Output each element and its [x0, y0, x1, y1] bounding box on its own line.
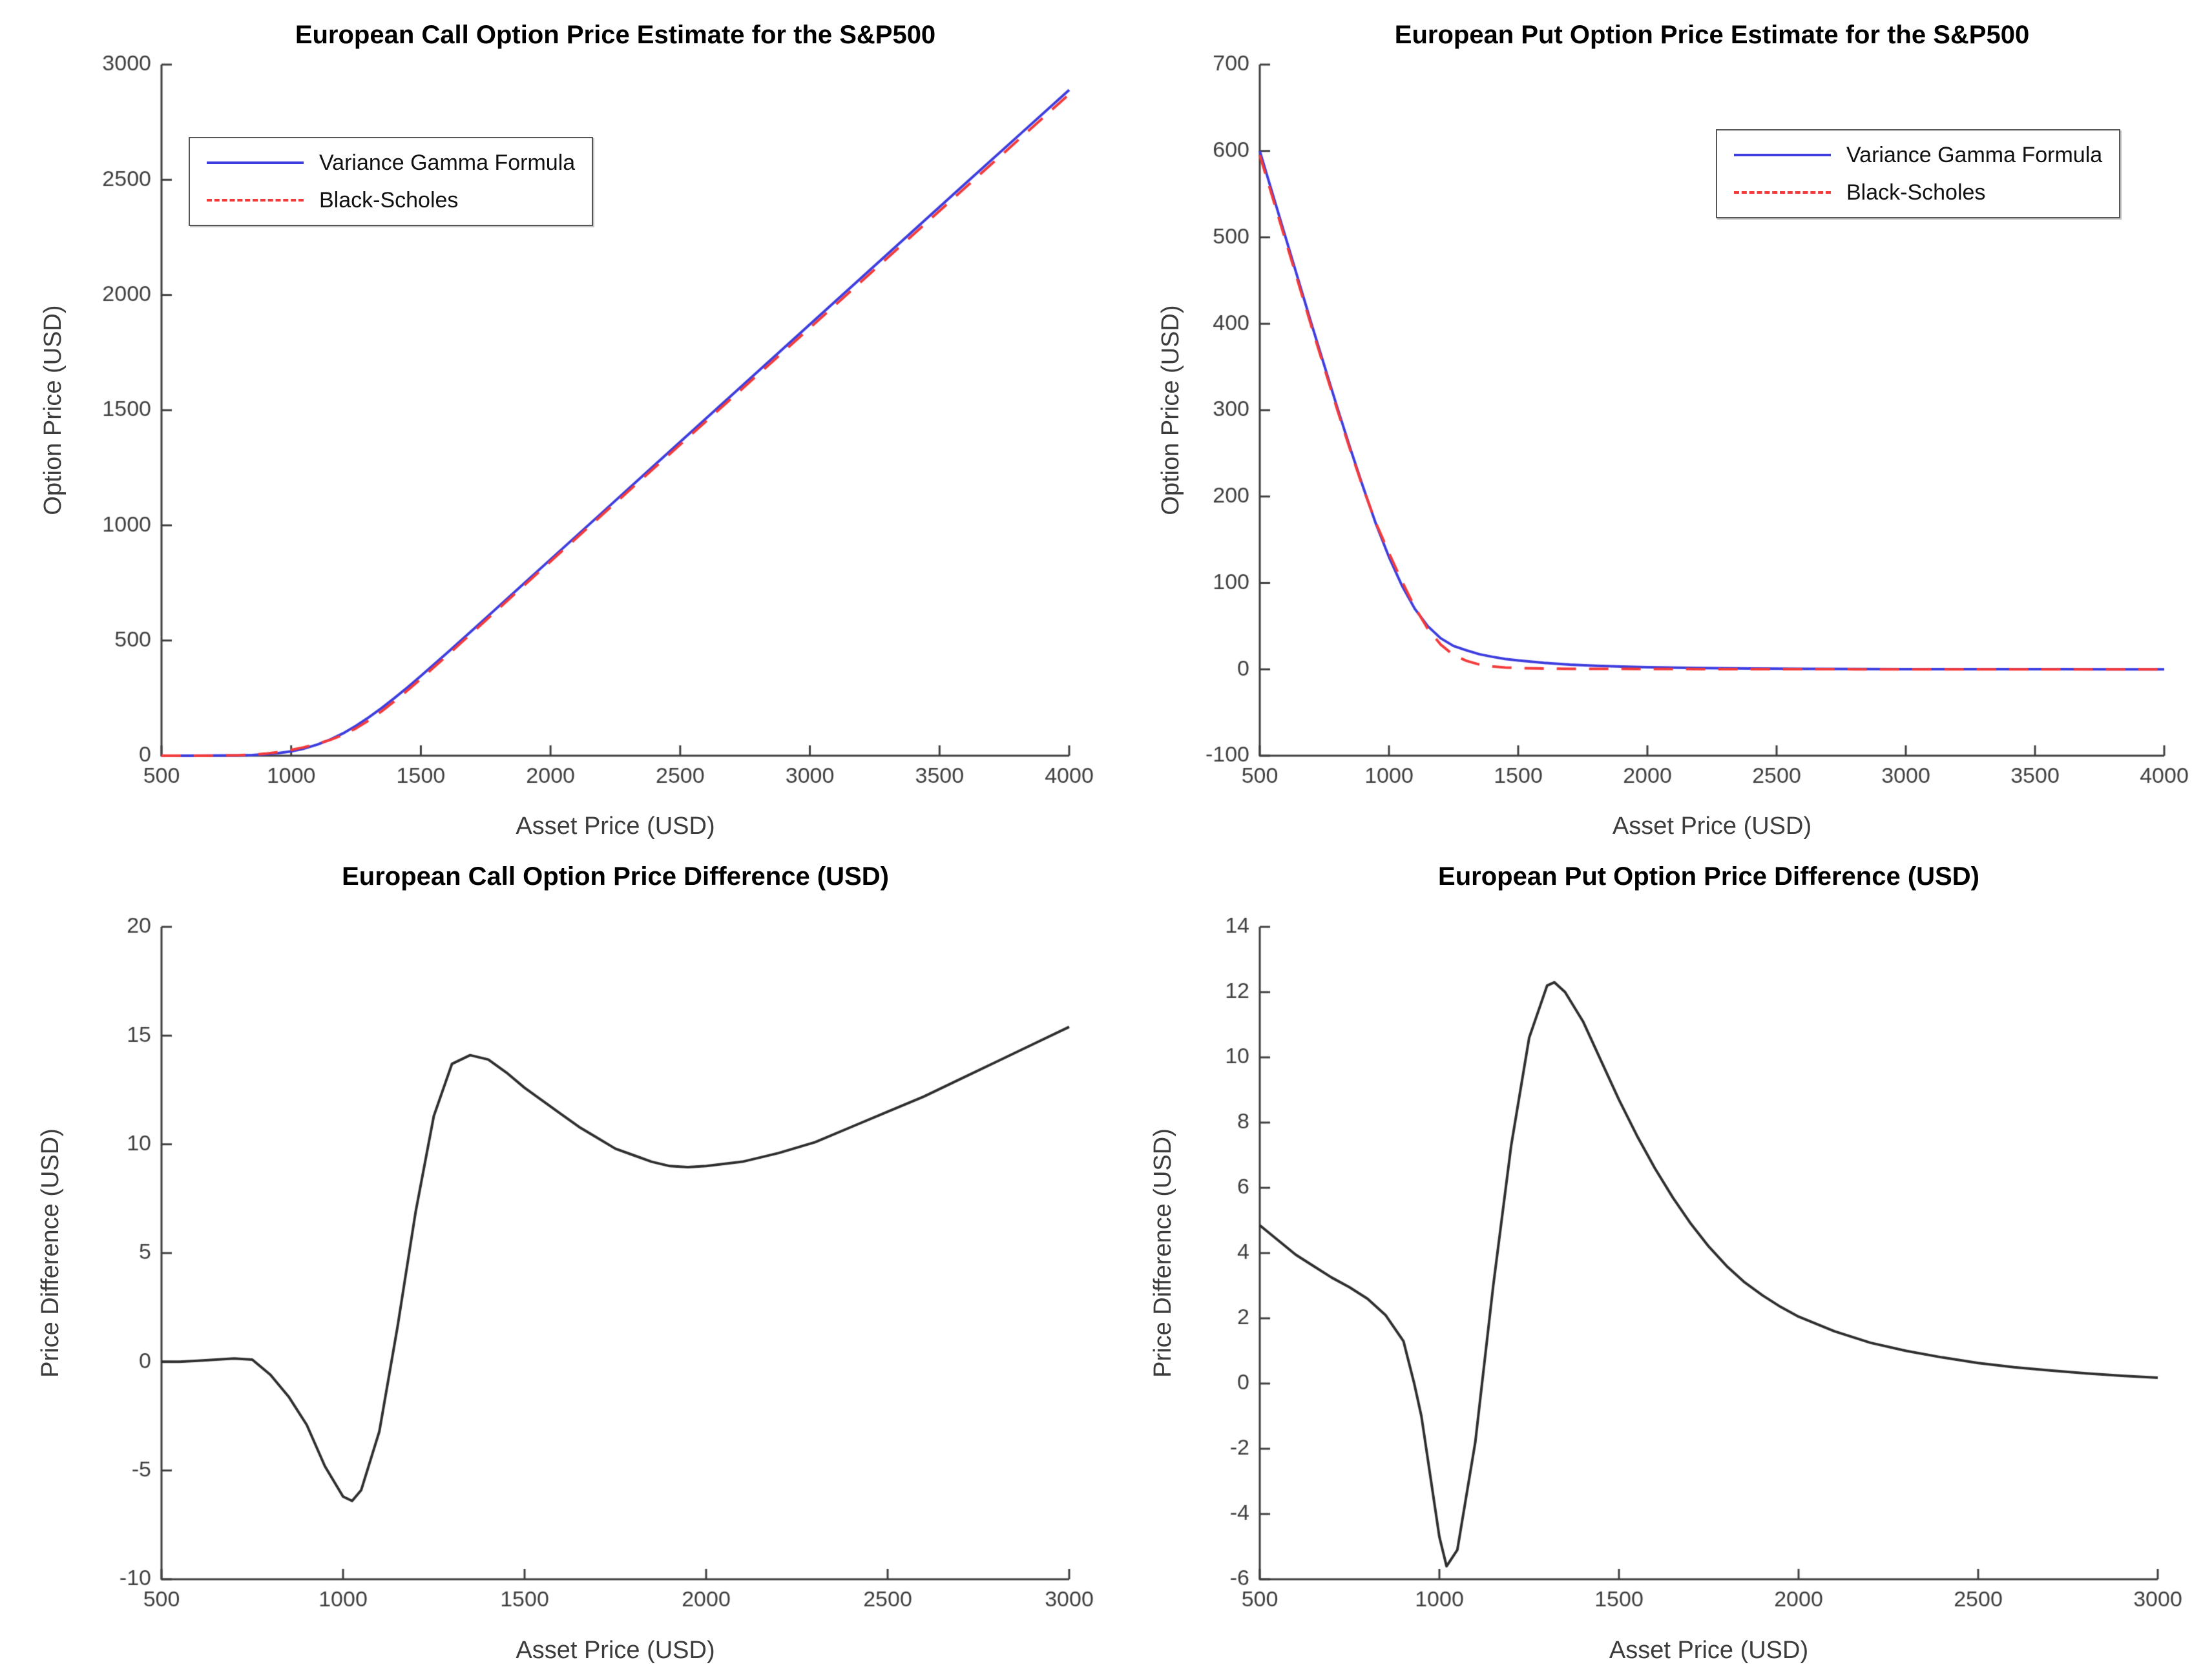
legend-call-plot: Variance Gamma Formula Black-Scholes — [189, 137, 594, 226]
x-axis-label-put-price: Asset Price (USD) — [1612, 813, 1812, 840]
plot-title-call-diff: European Call Option Price Difference (U… — [342, 862, 889, 891]
legend-label: Variance Gamma Formula — [1846, 143, 2103, 167]
legend-label: Variance Gamma Formula — [319, 150, 576, 175]
legend-item-variance-gamma: Variance Gamma Formula — [1734, 142, 2102, 168]
legend-put-plot: Variance Gamma Formula Black-Scholes — [1716, 129, 2121, 218]
legend-item-variance-gamma: Variance Gamma Formula — [207, 150, 575, 176]
x-axis-label-call-diff: Asset Price (USD) — [516, 1637, 715, 1664]
y-axis-label-put-diff: Price Difference (USD) — [1149, 1128, 1176, 1378]
y-axis-label-call-diff: Price Difference (USD) — [37, 1128, 64, 1378]
x-axis-label-call-price: Asset Price (USD) — [516, 813, 715, 840]
plot-title-put-diff: European Put Option Price Difference (US… — [1438, 862, 1979, 891]
bs-line-sample — [207, 199, 304, 202]
y-axis-label-call-price: Option Price (USD) — [39, 305, 67, 515]
vg-line-sample — [207, 161, 304, 164]
plot-title-call-price: European Call Option Price Estimate for … — [295, 21, 936, 49]
plot-title-put-price: European Put Option Price Estimate for t… — [1394, 21, 2030, 49]
vg-line-sample — [1734, 154, 1831, 156]
bs-line-sample — [1734, 191, 1831, 194]
legend-label: Black-Scholes — [1846, 180, 1986, 205]
x-axis-label-put-diff: Asset Price (USD) — [1609, 1637, 1809, 1664]
legend-item-black-scholes: Black-Scholes — [207, 187, 575, 213]
legend-item-black-scholes: Black-Scholes — [1734, 180, 2102, 205]
y-axis-label-put-price: Option Price (USD) — [1157, 305, 1184, 515]
legend-label: Black-Scholes — [319, 188, 459, 213]
